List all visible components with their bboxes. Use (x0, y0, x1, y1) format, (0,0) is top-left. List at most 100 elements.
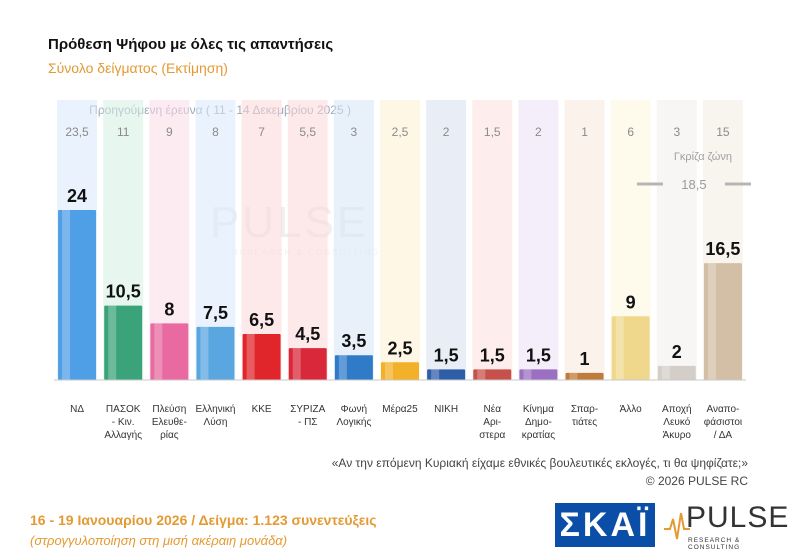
bar-highlight (477, 369, 486, 380)
previous-value-label: 8 (212, 125, 219, 139)
column-background (426, 100, 467, 380)
column-background (241, 100, 282, 380)
bar-highlight (523, 369, 532, 380)
bar-value-label: 4,5 (295, 324, 320, 344)
bar-highlight (292, 348, 301, 380)
category-label: ΚΚΕ (252, 404, 272, 415)
category-label: ΝΙΚΗ (434, 404, 458, 415)
category-label: Νέα (484, 403, 502, 415)
grey-zone-label: Γκρίζα ζώνη (674, 151, 732, 163)
bar-value-label: 6,5 (249, 310, 274, 330)
bar (196, 326, 235, 380)
column-background (518, 100, 559, 380)
bar-highlight (431, 369, 440, 380)
bar-highlight (615, 316, 624, 380)
category-label: Ελευθε- (152, 417, 187, 428)
bar-value-label: 1,5 (434, 345, 459, 365)
category-label: Πλεύση (152, 403, 186, 415)
category-label: ρίας (160, 429, 179, 441)
category-label: Αρι- (483, 417, 501, 428)
bar-value-label: 1,5 (526, 345, 551, 365)
category-label: Αναπο- (706, 404, 739, 415)
bar-value-label: 2 (672, 342, 682, 362)
bar-value-label: 1 (580, 349, 590, 369)
bar (703, 263, 742, 380)
bar (104, 305, 143, 380)
category-label: Κίνημα (523, 403, 554, 415)
category-label: Ελληνική (195, 403, 235, 415)
rounding-note: (στρογγυλοποίηση στη μισή ακέραιη μονάδα… (30, 533, 288, 548)
vote-intention-chart: Προηγούμενη έρευνα ( 11 - 14 Δεκεμβρίου … (54, 100, 751, 441)
previous-value-label: 2 (443, 125, 450, 139)
previous-value-label: 6 (627, 125, 634, 139)
bar-highlight (569, 372, 578, 380)
column-background (472, 100, 513, 380)
bar (58, 210, 97, 380)
bar (427, 369, 466, 380)
chart-title: Πρόθεση Ψήφου με όλες τις απαντήσεις (48, 36, 334, 53)
bar-highlight (62, 210, 71, 380)
bar-highlight (200, 326, 209, 380)
bar (657, 365, 696, 380)
bar-value-label: 24 (67, 186, 87, 206)
previous-value-label: 11 (117, 125, 130, 139)
bar-value-label: 16,5 (705, 239, 740, 259)
bar (611, 316, 650, 380)
bar-value-label: 3,5 (341, 331, 366, 351)
bar (565, 372, 604, 380)
chart-subtitle: Σύνολο δείγματος (Εκτίμηση) (48, 60, 228, 76)
category-label: στερα (479, 430, 505, 441)
category-label: Μέρα25 (382, 403, 418, 415)
previous-value-label: 3 (673, 125, 680, 139)
previous-value-label: 2 (535, 125, 542, 139)
category-label: Αλλαγής (104, 429, 142, 441)
bar-highlight (385, 362, 393, 380)
bar-highlight (108, 305, 117, 380)
bar-value-label: 9 (626, 292, 636, 312)
bar (519, 369, 558, 380)
bar-value-label: 2,5 (387, 338, 412, 358)
category-label: τιάτες (572, 416, 597, 428)
category-label: - Κιν. (112, 417, 135, 428)
column-background (656, 100, 697, 380)
category-label: Άλλο (620, 404, 643, 415)
previous-value-label: 1 (581, 125, 588, 139)
bar (473, 369, 512, 380)
bar-value-label: 1,5 (480, 345, 505, 365)
grey-zone-value: 18,5 (681, 177, 706, 192)
category-label: - ΠΣ (298, 417, 318, 428)
category-label: Δημο- (525, 417, 552, 428)
pulse-logo-tagline: RESEARCH & CONSULTING (688, 537, 741, 551)
bar (381, 362, 419, 380)
previous-value-label: 15 (716, 125, 730, 139)
bar (242, 333, 281, 380)
bar-highlight (246, 333, 255, 380)
category-label: φάσιστοι (704, 416, 742, 428)
bar-value-label: 10,5 (106, 282, 141, 302)
previous-value-label: 3 (351, 125, 358, 139)
category-label: Άκυρο (663, 430, 692, 441)
bar-highlight (154, 323, 163, 380)
bar-value-label: 7,5 (203, 303, 228, 323)
bar-highlight (661, 365, 670, 380)
previous-value-label: 23,5 (65, 125, 89, 139)
column-background (333, 100, 374, 380)
category-label: Φωνή (341, 403, 367, 415)
category-label: Λύση (204, 416, 228, 428)
category-label: Λευκό (663, 416, 690, 428)
fieldwork-dates: 16 - 19 Ιανουαρίου 2026 / Δείγμα: 1.123 … (30, 512, 377, 528)
previous-value-label: 2,5 (392, 125, 409, 139)
bar (334, 355, 373, 380)
category-label: ΠΑΣΟΚ (106, 404, 141, 415)
pulse-wave-icon (664, 512, 690, 540)
bar-value-label: 8 (164, 299, 174, 319)
previous-value-label: 7 (258, 125, 265, 139)
column-background (287, 100, 328, 380)
category-label: ΣΥΡΙΖΑ (290, 404, 325, 415)
survey-question: «Αν την επόμενη Κυριακή είχαμε εθνικές β… (331, 456, 748, 470)
category-label: ΝΔ (70, 404, 84, 415)
category-label: Αποχή (662, 403, 692, 415)
column-background (380, 100, 420, 380)
copyright-note: © 2026 PULSE RC (645, 474, 748, 488)
previous-value-label: 9 (166, 125, 173, 139)
